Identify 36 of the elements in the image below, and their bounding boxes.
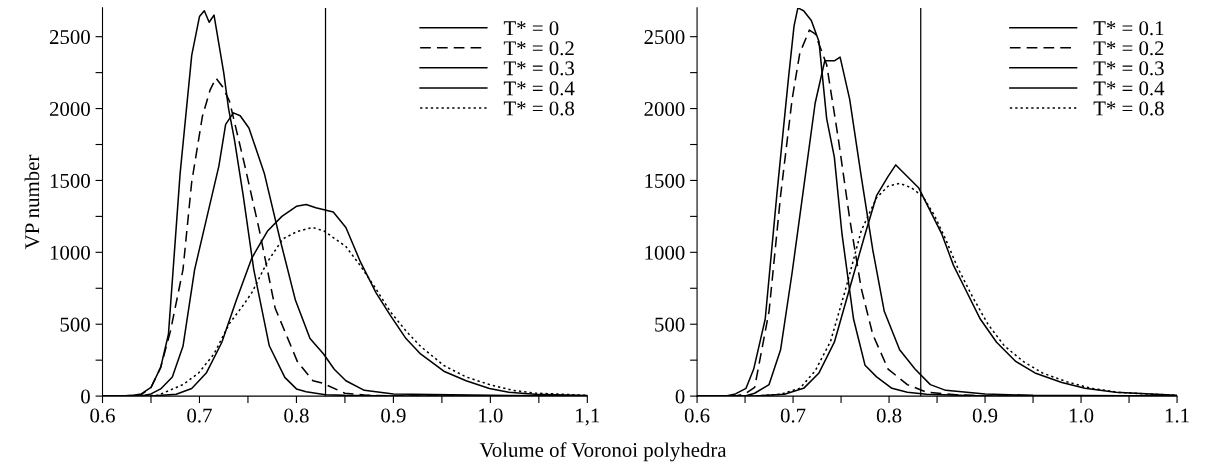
- legend-label: T* = 0.2: [1093, 41, 1164, 56]
- legend-label: T* = 0.8: [1093, 101, 1164, 116]
- x-axis-title: Volume of Voronoi polyhedra: [479, 442, 727, 462]
- y-tick-label: 0: [81, 389, 90, 404]
- x-tick-label: 0.9: [972, 408, 998, 423]
- legend-label: T* = 0.3: [503, 61, 575, 76]
- y-tick-label: 2000: [49, 101, 90, 116]
- legend-label: T* = 0.4: [503, 81, 575, 96]
- x-tick-label: 1,1: [576, 408, 600, 426]
- legend-label: T* = 0: [503, 21, 559, 36]
- legend-label: T* = 0.4: [1093, 81, 1165, 96]
- y-tick-label: 2500: [49, 30, 90, 45]
- y-tick-label: 1000: [645, 245, 685, 260]
- x-tick-label: 0.8: [876, 408, 902, 423]
- x-tick-label: 1.1: [1165, 408, 1189, 423]
- x-tick-label: 1.0: [1069, 408, 1094, 423]
- y-tick-label: 0: [675, 389, 685, 404]
- x-tick-label: 0.7: [187, 408, 212, 423]
- y-tick-label: 2000: [644, 101, 685, 116]
- legend-label: T* = 0.2: [503, 41, 574, 56]
- x-tick-label: 0.8: [284, 408, 309, 423]
- y-tick-label: 500: [60, 317, 90, 332]
- y-tick-label: 1000: [50, 245, 90, 260]
- legend-label: T* = 0.3: [1093, 61, 1164, 76]
- y-tick-label: 1500: [50, 173, 90, 188]
- y-axis-title: VP number: [24, 154, 40, 250]
- x-tick-label: 0.7: [780, 408, 806, 423]
- y-tick-label: 2500: [644, 30, 685, 45]
- legend-label: T* = 0.1: [1093, 21, 1164, 36]
- legend-label: T* = 0.8: [503, 101, 575, 116]
- y-tick-label: 500: [655, 317, 685, 332]
- y-tick-label: 1500: [645, 173, 685, 188]
- x-tick-label: 0.9: [381, 408, 406, 423]
- x-tick-label: 1.0: [479, 408, 503, 423]
- x-tick-label: 0.6: [90, 408, 115, 423]
- x-tick-label: 0.6: [684, 408, 710, 423]
